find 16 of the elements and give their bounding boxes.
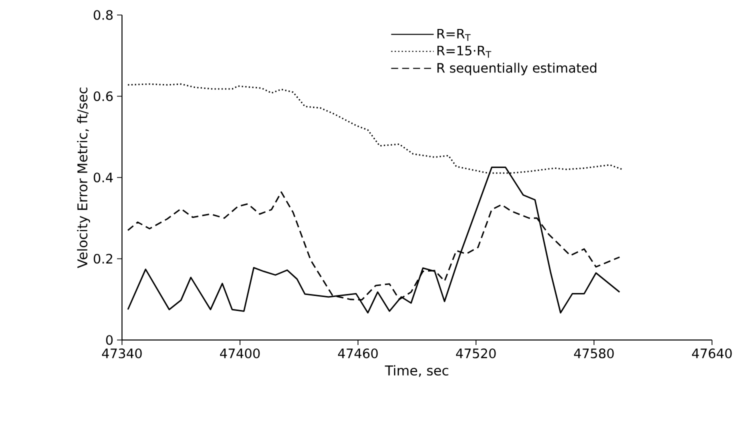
y-tick-label: 0.2 xyxy=(94,254,112,264)
x-tick-label: 47580 xyxy=(574,348,614,358)
legend-label: R=15·R$_{T}$ xyxy=(437,46,492,58)
y-tick-label: 0.6 xyxy=(94,91,113,102)
x-tick-label: 47340 xyxy=(102,348,142,358)
x-tick-label: 47520 xyxy=(456,348,496,358)
x-tick-label: 47460 xyxy=(338,348,378,358)
y-tick-label: 0 xyxy=(106,335,113,345)
legend-label: R sequentially estimated xyxy=(437,62,596,76)
legend-label: R=R$_{T}$ xyxy=(437,28,471,41)
x-axis-title: Time, sec xyxy=(384,365,448,377)
y-tick-label: 0.4 xyxy=(94,172,113,182)
x-tick-label: 47400 xyxy=(220,348,260,358)
y-axis-title: Velocity Error Metric, ft/sec xyxy=(77,88,90,268)
x-tick-label: 47640 xyxy=(692,348,732,358)
y-tick-label: 0.8 xyxy=(94,10,113,20)
